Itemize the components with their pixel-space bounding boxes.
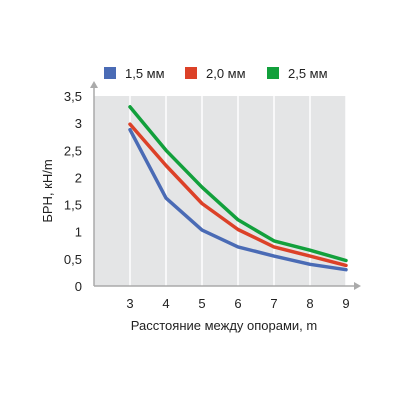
x-tick-label: 5 [198,296,205,311]
x-tick-label: 9 [342,296,349,311]
y-tick-label: 3,5 [64,89,82,104]
series-lines [128,105,348,272]
y-tick-label: 1,5 [64,198,82,213]
x-axis-arrow [354,282,361,290]
series-line-1 [128,122,348,268]
series-line-0 [128,127,348,272]
x-tick-label: 7 [270,296,277,311]
y-axis-arrow [90,81,98,88]
legend-swatch [185,67,197,79]
y-tick-label: 1 [75,225,82,240]
y-tick-label: 2,5 [64,143,82,158]
y-tick-labels: 0 0,5 1 1,5 2 2,5 3 3,5 [64,89,82,294]
legend-label: 2,0 мм [206,66,246,81]
x-tick-label: 3 [126,296,133,311]
x-tick-label: 8 [306,296,313,311]
y-axis-label: БРН, кН/m [40,159,55,222]
x-tick-label: 4 [162,296,169,311]
x-tick-labels: 3 4 5 6 7 8 9 [126,296,349,311]
x-tick-label: 6 [234,296,241,311]
y-tick-label: 0 [75,279,82,294]
y-tick-label: 2 [75,170,82,185]
legend-swatch [267,67,279,79]
legend-label: 1,5 мм [125,66,165,81]
series-line-2 [128,105,348,263]
y-tick-label: 0,5 [64,252,82,267]
legend-label: 2,5 мм [288,66,328,81]
legend: 1,5 мм 2,0 мм 2,5 мм [104,66,328,81]
y-tick-label: 3 [75,116,82,131]
legend-swatch [104,67,116,79]
axes [90,81,361,290]
x-axis-label: Расстояние между опорами, m [131,318,317,333]
